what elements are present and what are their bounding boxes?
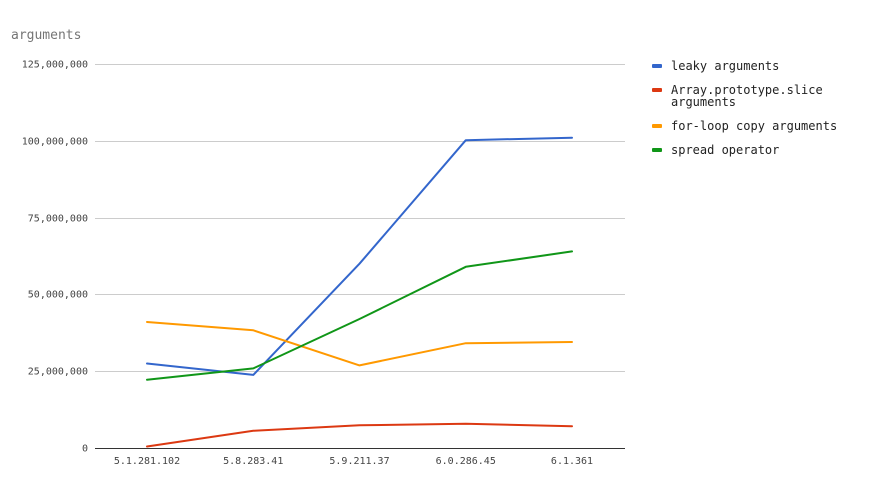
legend-swatch [652,64,662,68]
legend-label: for-loop copy arguments [671,119,837,133]
gridlines [95,64,625,449]
legend-label: spread operator [671,143,779,157]
series-line-1 [146,422,573,448]
legend-item: for-loop copy arguments [652,119,837,133]
y-tick-label: 75,000,000 [28,214,88,225]
y-tick-label: 50,000,000 [28,290,88,301]
legend-item: spread operator [652,143,779,157]
series-line-2 [146,321,573,367]
legend: leaky arguments Array.prototype.sliceargu… [652,59,837,157]
y-tick-label: 0 [82,444,88,455]
y-tick-label: 100,000,000 [22,137,88,148]
x-tick-label: 6.1.361 [551,456,593,467]
series-lines [146,136,573,448]
x-tick-label: 5.1.281.102 [114,456,180,467]
x-tick-label: 6.0.286.45 [436,456,496,467]
legend-label: leaky arguments [671,59,779,73]
y-axis-ticks: 0 25,000,000 50,000,000 75,000,000 100,000,0… [22,60,88,455]
x-tick-label: 5.9.211.37 [329,456,389,467]
x-tick-label: 5.8.283.41 [223,456,283,467]
y-tick-label: 25,000,000 [28,367,88,378]
legend-swatch [652,124,662,128]
y-tick-label: 125,000,000 [22,60,88,71]
legend-item: leaky arguments [652,59,779,73]
legend-swatch [652,148,662,152]
x-axis-ticks: 5.1.281.102 5.8.283.41 5.9.211.37 6.0.286.4… [114,456,593,467]
legend-label: arguments [671,95,736,109]
chart-title: arguments [11,28,81,43]
series-line-0 [146,136,573,376]
legend-label: Array.prototype.slice [671,83,823,97]
legend-swatch [652,88,662,92]
series-line-3 [146,250,573,381]
